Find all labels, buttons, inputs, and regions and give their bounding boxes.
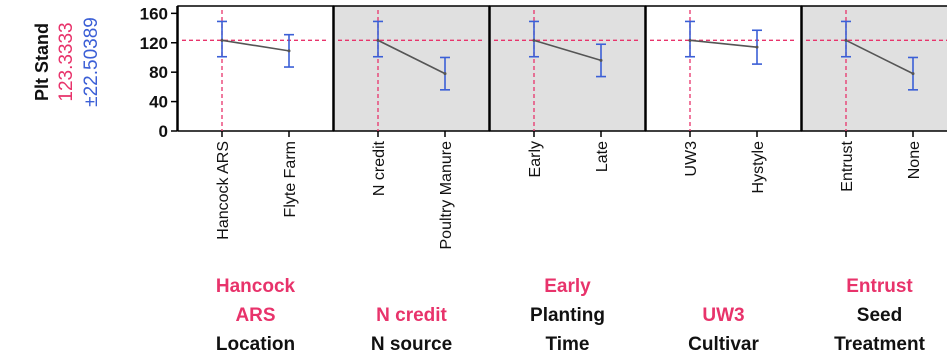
factor-panel[interactable]: N credit Poultry Manure N credit N source [333, 5, 490, 355]
x-tick-label: N credit [371, 140, 388, 196]
mean-point [599, 58, 603, 62]
y-tick-label: 120 [140, 34, 168, 53]
panel-frame [333, 5, 490, 132]
factor-panel[interactable]: Early Late Early Planting Time [489, 5, 646, 355]
factor-name: Cultivar [688, 334, 759, 355]
factor-panel[interactable]: Entrust None Entrust Seed Treatment [801, 5, 947, 355]
factor-panel[interactable]: Hancock ARS Flyte Farm Hancock ARS Location [177, 5, 334, 355]
y-tick-label: 160 [140, 4, 168, 23]
factor-name: Seed [857, 305, 902, 326]
response-current-value: 123.3333 [56, 22, 77, 101]
factor-current-level: UW3 [702, 305, 744, 326]
y-tick-label: 80 [149, 63, 168, 82]
panel-frame [177, 5, 334, 132]
factor-current-level: Entrust [846, 276, 913, 297]
mean-point [443, 72, 447, 76]
x-tick-label: Early [527, 141, 544, 177]
factor-current-level: N credit [376, 305, 447, 326]
prediction-line [689, 39, 758, 48]
response-ci-value: ±22.50389 [81, 17, 102, 107]
factor-panel[interactable]: UW3 Hystyle UW3 Cultivar [645, 5, 802, 355]
factor-current-level: Early [544, 276, 591, 297]
mean-point [220, 38, 224, 42]
panel-frame [645, 5, 802, 132]
mean-point [376, 38, 380, 42]
x-tick-label: Hystyle [750, 141, 767, 194]
x-tick-label: None [906, 141, 923, 179]
prediction-line [221, 39, 290, 52]
factor-name: Location [216, 334, 295, 355]
x-tick-label: Entrust [839, 140, 856, 191]
x-tick-label: Poultry Manure [438, 141, 455, 250]
factor-current-level: ARS [235, 305, 275, 326]
mean-point [755, 45, 759, 49]
y-tick-label: 40 [149, 93, 168, 112]
y-axis: 0 40 80 120 160 [140, 4, 178, 141]
prediction-line [845, 39, 914, 75]
prediction-line [377, 39, 446, 75]
factor-name: Planting [530, 305, 605, 326]
x-tick-label: Late [594, 141, 611, 172]
x-tick-label: Flyte Farm [282, 141, 299, 217]
x-tick-label: Hancock ARS [215, 141, 232, 240]
mean-point [844, 38, 848, 42]
mean-point [911, 72, 915, 76]
factor-current-level: Hancock [216, 276, 296, 297]
prediction-line [533, 39, 602, 62]
mean-point [287, 49, 291, 53]
x-tick-label: UW3 [683, 141, 700, 177]
factor-name: Time [545, 334, 589, 355]
factor-panels: Hancock ARS Flyte Farm Hancock ARS Location N… [177, 5, 947, 355]
panel-frame [801, 5, 947, 132]
factor-name: Treatment [834, 334, 925, 355]
mean-point [688, 38, 692, 42]
mean-point [532, 38, 536, 42]
y-tick-label: 0 [159, 122, 168, 141]
response-label: Plt Stand [32, 23, 52, 101]
panel-frame [489, 5, 646, 132]
factor-name: N source [371, 334, 452, 355]
